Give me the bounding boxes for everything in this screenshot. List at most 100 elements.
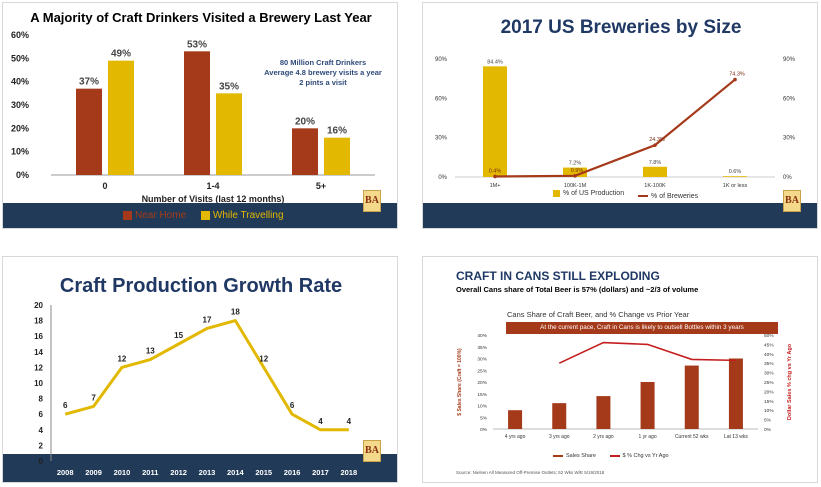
- chart-legend: % of US Production % of Breweries: [553, 190, 710, 200]
- y-tick-label: 50%: [11, 53, 29, 63]
- data-label: 53%: [187, 39, 207, 50]
- x-tick-label: 5+: [316, 181, 326, 191]
- callout-banner: At the current pace, Craft in Cans is li…: [506, 322, 778, 334]
- y2-tick-label: 15%: [764, 399, 774, 405]
- data-label: 7: [91, 393, 96, 402]
- x-tick-label: 0: [102, 181, 107, 191]
- bar-while-travelling: [108, 60, 134, 175]
- x-axis-title: Number of Visits (last 12 months): [142, 194, 285, 204]
- bar-sales-share: [596, 396, 611, 429]
- data-label: 20%: [295, 116, 315, 127]
- legend-label: Sales Share: [566, 453, 596, 459]
- line-point: [493, 174, 497, 179]
- data-label: 12: [259, 354, 268, 363]
- y-tick-label: 60%: [11, 30, 29, 40]
- y-tick-label-left: 0%: [438, 175, 447, 181]
- brewers-association-logo: BA: [363, 440, 381, 462]
- bar-near-home: [184, 51, 210, 176]
- data-label: 6: [290, 401, 295, 410]
- chart-panel-brewery-visits: A Majority of Craft Drinkers Visited a B…: [2, 2, 398, 229]
- bar-production: [723, 176, 747, 177]
- line-point: [573, 174, 577, 178]
- legend-item-while-travelling: While Travelling: [200, 210, 284, 221]
- chart-subtitle: Overall Cans share of Total Beer is 57% …: [456, 285, 699, 294]
- annotation-line: 80 Million Craft Drinkers: [280, 58, 366, 67]
- legend-item-pct-change: $ % Chg vs Yr Ago: [609, 453, 669, 459]
- y-tick-label: 35%: [477, 345, 487, 351]
- data-label: 4: [318, 417, 323, 426]
- y-tick-label: 12: [34, 363, 43, 372]
- legend-item-sales-share: Sales Share: [553, 453, 596, 459]
- data-label: 15: [174, 331, 183, 340]
- x-tick-label: 2009: [85, 468, 102, 477]
- y-tick-label: 25%: [477, 368, 487, 374]
- y2-tick-label: 35%: [764, 361, 774, 367]
- x-tick-label: 1K-100K: [644, 183, 666, 189]
- data-label: 13: [146, 347, 155, 356]
- y-tick-label: 2: [39, 441, 44, 450]
- bar-data-label: 0.6%: [729, 169, 742, 175]
- x-tick-label: 2016: [284, 468, 301, 477]
- y-axis-title: $ Sales Share (Craft = 100%): [457, 348, 463, 416]
- chart-panel-craft-cans: CRAFT IN CANS STILL EXPLODING Overall Ca…: [422, 256, 818, 483]
- bar-sales-share: [640, 382, 655, 429]
- data-label: 4: [347, 417, 352, 426]
- y-tick-label-right: 90%: [783, 57, 796, 63]
- data-label: 35%: [219, 81, 239, 92]
- y-tick-label: 40%: [11, 77, 29, 87]
- legend-label: % of Breweries: [651, 192, 699, 200]
- bar-while-travelling: [216, 93, 242, 175]
- legend-label: $ % Chg vs Yr Ago: [622, 453, 669, 459]
- y-tick-label-right: 0%: [783, 175, 792, 181]
- y-tick-label: 16: [34, 332, 43, 341]
- data-label: 49%: [111, 49, 131, 60]
- line-point: [653, 143, 657, 147]
- y-tick-label: 10: [34, 379, 43, 388]
- x-tick-label: 2010: [114, 468, 131, 477]
- chart-legend: Near Home While Travelling: [123, 210, 296, 223]
- chart-title: A Majority of Craft Drinkers Visited a B…: [30, 10, 372, 25]
- y-tick-label: 40%: [477, 333, 487, 339]
- x-tick-label: 2008: [57, 468, 74, 477]
- chart-panel-breweries-by-size: 2017 US Breweries by Size 0% 30% 60% 90% 0% 3…: [422, 2, 818, 229]
- y-tick-label: 5%: [480, 415, 488, 421]
- bar-near-home: [76, 88, 102, 175]
- x-tick-label: 2013: [199, 468, 216, 477]
- annotation-line: Average 4.8 brewery visits a year: [264, 68, 382, 77]
- y2-axis-title: Dollar Sales % chg vs Yr Ago: [787, 343, 793, 420]
- y-tick-label: 0: [39, 457, 44, 466]
- bar-sales-share: [552, 403, 567, 429]
- bar-production: [643, 166, 667, 177]
- legend-item-near-home: Near Home: [123, 210, 186, 221]
- x-tick-label: 1K or less: [723, 183, 748, 189]
- growth-line: [64, 319, 349, 432]
- line-data-label: 0.4%: [489, 168, 502, 174]
- x-tick-label: 1-4: [206, 181, 219, 191]
- bar-data-label: 7.8%: [649, 160, 662, 166]
- bar-data-label: 7.2%: [569, 161, 582, 167]
- line-data-label: 0.9%: [571, 168, 584, 174]
- brewers-association-logo: BA: [783, 190, 801, 212]
- y-tick-label: 4: [39, 426, 44, 435]
- source-note: Source: Nielsen All Measured Off-Premise…: [456, 470, 605, 475]
- chart-legend: Sales Share $ % Chg vs Yr Ago: [553, 453, 681, 459]
- x-tick-label: 2017: [312, 468, 329, 477]
- y2-tick-label: 0%: [764, 427, 772, 433]
- y-tick-label: 20: [34, 301, 43, 310]
- y-tick-label: 0%: [480, 427, 488, 433]
- bar-sales-share: [684, 365, 699, 429]
- y-tick-label: 20%: [477, 380, 487, 386]
- x-tick-label: 2011: [142, 468, 158, 477]
- y-tick-label-left: 30%: [435, 136, 448, 142]
- y2-tick-label: 5%: [764, 418, 772, 424]
- y-tick-label: 10%: [477, 404, 487, 410]
- y-tick-label: 14: [34, 348, 43, 357]
- bar-data-label: 84.4%: [487, 59, 503, 65]
- bar-line-chart-cans: 0% 5% 10% 15% 20% 25% 30% 35% 40% 0% 5% 10% 15% 20% 25…: [457, 333, 793, 440]
- line-breweries: [494, 78, 736, 178]
- x-tick-label: 2015: [255, 468, 272, 477]
- line-data-label: 74.3%: [729, 72, 745, 78]
- x-tick-label: Current 52 wks: [675, 434, 709, 440]
- data-label: 18: [231, 308, 240, 317]
- data-label: 17: [203, 315, 212, 324]
